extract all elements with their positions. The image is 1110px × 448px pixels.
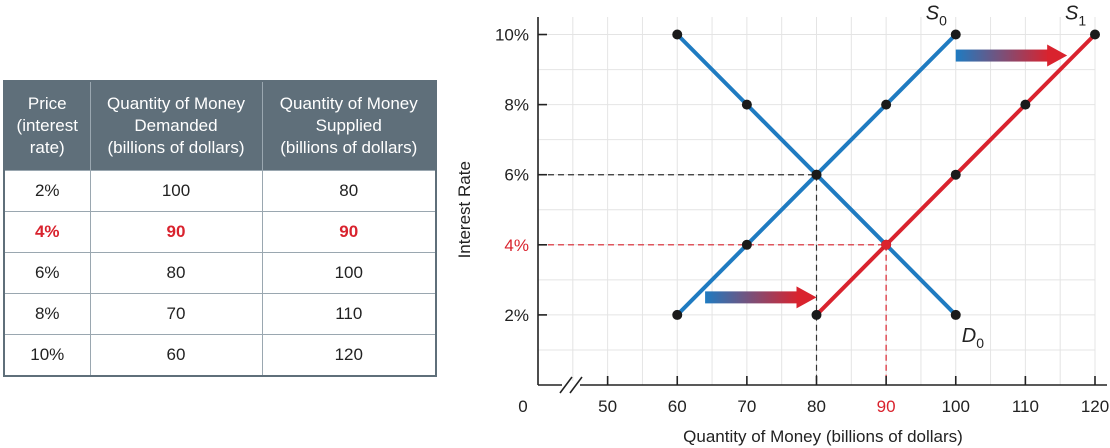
header-supplied: Quantity of Money Supplied (billions of … — [262, 81, 436, 171]
y-tick-label: 8% — [504, 96, 529, 115]
x-tick-label: 60 — [668, 397, 687, 416]
cell-rate: 2% — [3, 170, 91, 212]
shift-arrow-body — [705, 291, 799, 304]
data-point — [881, 239, 892, 250]
table-row: 6% 80 100 — [3, 252, 437, 294]
data-point — [672, 309, 683, 320]
cell-supplied: 110 — [261, 293, 437, 335]
header-line: rate) — [29, 138, 65, 157]
header-line: Quantity of Money — [107, 94, 245, 113]
axis-break-mark — [569, 376, 583, 394]
shift-arrow — [705, 286, 817, 309]
header-price: Price (interest rate) — [4, 81, 91, 171]
table-row-equilibrium: 4% 90 90 — [3, 211, 437, 253]
x-tick-label: 120 — [1081, 397, 1109, 416]
table-row: 8% 70 110 — [3, 293, 437, 335]
header-line: Price — [27, 94, 67, 113]
table-row: 10% 60 120 — [3, 334, 437, 377]
header-line: Supplied — [315, 116, 382, 135]
cell-rate: 8% — [3, 293, 91, 335]
cell-supplied: 90 — [261, 211, 437, 253]
x-tick-label: 90 — [877, 397, 896, 416]
shift-arrow-body — [955, 49, 1050, 62]
axis-break-gap — [562, 381, 580, 389]
series-label-subscript: 0 — [976, 335, 984, 351]
data-point — [950, 29, 961, 40]
data-point — [811, 169, 822, 180]
data-point — [1020, 99, 1031, 110]
y-tick-label: 6% — [504, 166, 529, 185]
y-axis-title: Interest Rate — [455, 161, 474, 258]
x-axis-title: Quantity of Money (billions of dollars) — [683, 427, 963, 446]
cell-supplied: 100 — [261, 252, 437, 294]
header-demanded: Quantity of Money Demanded (billions of … — [90, 81, 263, 171]
axis-break-mark — [559, 376, 573, 394]
axes — [537, 17, 1107, 394]
x-origin-label: 0 — [518, 397, 527, 416]
header-line: Quantity of Money — [279, 94, 418, 113]
tick-labels: 50 60 70 80 90 100 110 12002%4%6%8%10%Quantity … — [455, 3, 1109, 446]
data-point — [881, 99, 892, 110]
cell-supplied: 120 — [261, 334, 437, 377]
cell-rate: 6% — [3, 252, 91, 294]
data-point — [1090, 29, 1100, 40]
header-line: Demanded — [134, 116, 218, 135]
y-tick-label: 10% — [495, 26, 529, 45]
data-point — [950, 309, 961, 320]
cell-demanded: 70 — [89, 293, 263, 335]
y-tick-label: 2% — [504, 306, 529, 325]
guide-lines — [538, 174, 887, 385]
x-tick-label: 100 — [942, 397, 970, 416]
shift-arrow-head — [1047, 44, 1068, 67]
shift-arrow — [955, 44, 1068, 67]
header-line: (billions of dollars) — [280, 138, 418, 157]
x-tick-label: 50 — [598, 397, 617, 416]
cell-demanded: 90 — [89, 211, 263, 253]
series-label-subscript: 0 — [939, 13, 947, 29]
series-label-subscript: 1 — [1078, 13, 1086, 29]
data-point — [811, 309, 822, 320]
data-point — [741, 99, 752, 110]
series-label-s0: S0 — [926, 3, 947, 29]
series-label-s1: S1 — [1065, 3, 1086, 29]
table-header-row: Price (interest rate) Quantity of Money … — [4, 81, 436, 171]
header-line: (interest — [16, 116, 78, 135]
y-tick-label: 4% — [504, 236, 529, 255]
shift-arrow-head — [796, 286, 817, 309]
x-tick-label: 70 — [737, 397, 756, 416]
x-tick-label: 110 — [1012, 397, 1039, 416]
cell-rate: 10% — [3, 334, 91, 377]
data-point — [741, 239, 752, 250]
cell-demanded: 60 — [89, 334, 263, 377]
data-point — [950, 169, 961, 180]
series-label-d0: D0 — [962, 325, 984, 351]
header-line: (billions of dollars) — [107, 138, 245, 157]
curves — [672, 29, 1100, 320]
shift-arrows — [705, 44, 1068, 309]
money-market-table: Price (interest rate) Quantity of Money … — [3, 80, 437, 377]
data-point — [672, 29, 683, 40]
x-tick-label: 80 — [807, 397, 826, 416]
